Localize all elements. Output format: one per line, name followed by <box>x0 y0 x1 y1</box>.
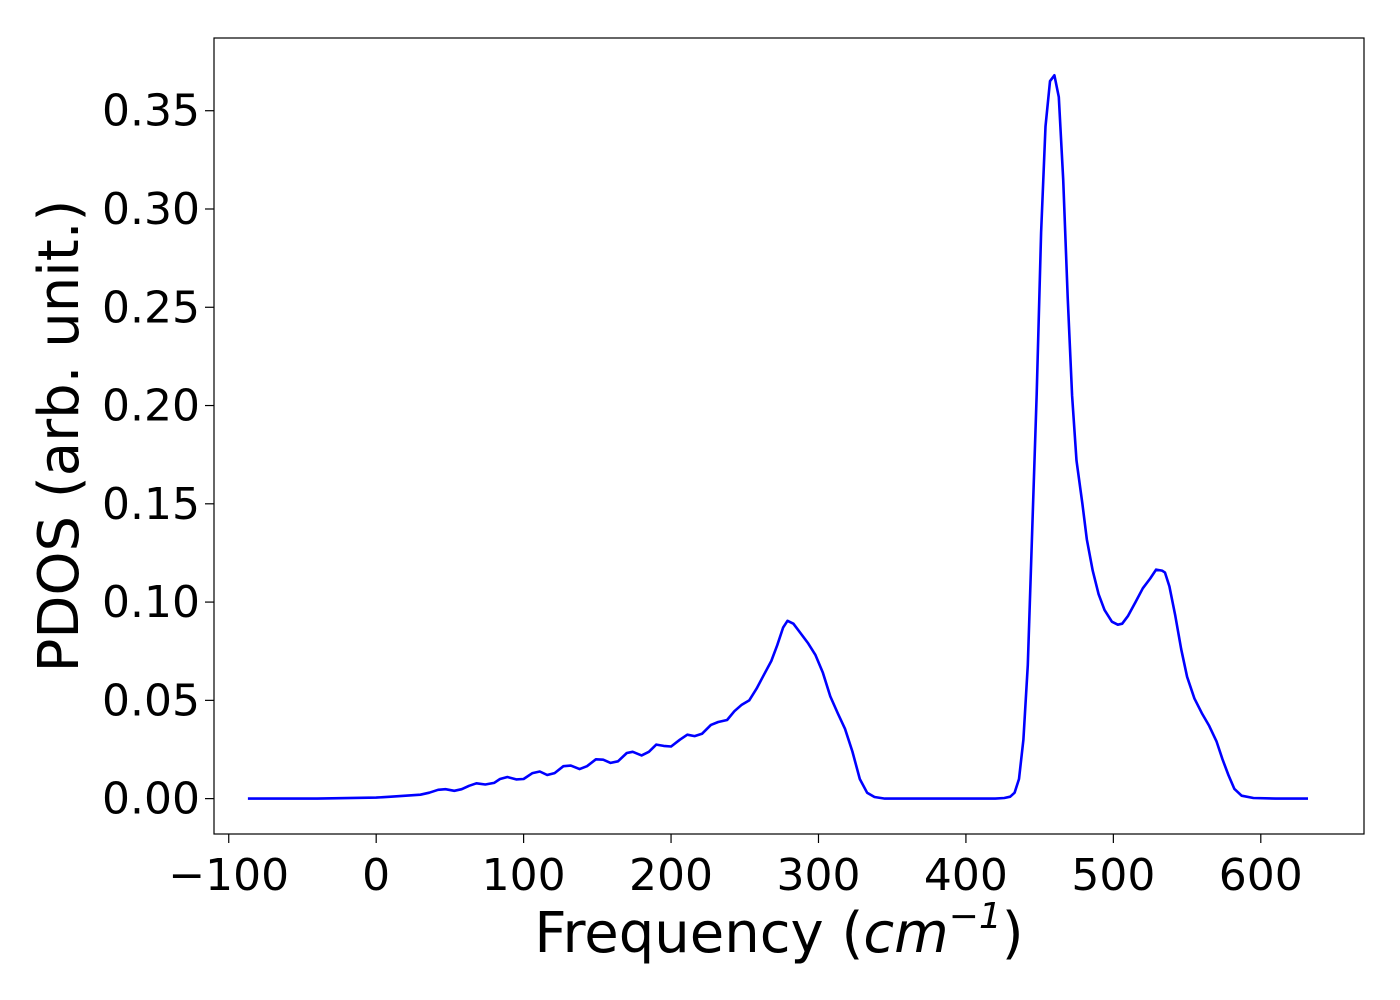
x-axis-label-text: Frequency ( <box>534 901 863 966</box>
x-tick-label: 600 <box>1219 850 1303 901</box>
x-tick-label: 100 <box>482 850 566 901</box>
y-tick-label: 0.10 <box>102 577 200 628</box>
x-axis-ticks: −100 0 100 200 300 400 500 600 <box>168 834 1303 901</box>
x-axis-label-close: ) <box>1002 901 1024 966</box>
y-tick-label: 0.00 <box>102 774 200 825</box>
x-tick-label: −100 <box>168 850 289 901</box>
y-tick-label: 0.35 <box>102 86 200 137</box>
y-axis-label: PDOS (arb. unit.) <box>27 200 92 673</box>
y-axis-ticks: 0.00 0.05 0.10 0.15 0.20 0.25 0.30 0.35 <box>102 86 214 825</box>
y-tick-label: 0.05 <box>102 675 200 726</box>
x-axis-label-exponent: −1 <box>949 896 1002 937</box>
x-tick-label: 300 <box>776 850 860 901</box>
y-tick-label: 0.25 <box>102 282 200 333</box>
pdos-series-line <box>247 74 1308 800</box>
x-tick-label: 500 <box>1071 850 1155 901</box>
x-tick-label: 0 <box>362 850 390 901</box>
plot-area-frame <box>213 37 1365 835</box>
y-tick-label: 0.20 <box>102 381 200 432</box>
series-layer <box>247 74 1308 800</box>
x-tick-label: 200 <box>629 850 713 901</box>
x-tick-label: 400 <box>924 850 1008 901</box>
y-tick-label: 0.15 <box>102 479 200 530</box>
y-tick-label: 0.30 <box>102 184 200 235</box>
x-axis-label-unit: cm <box>863 901 948 966</box>
x-axis-label: Frequency (cm−1) <box>534 896 1023 966</box>
